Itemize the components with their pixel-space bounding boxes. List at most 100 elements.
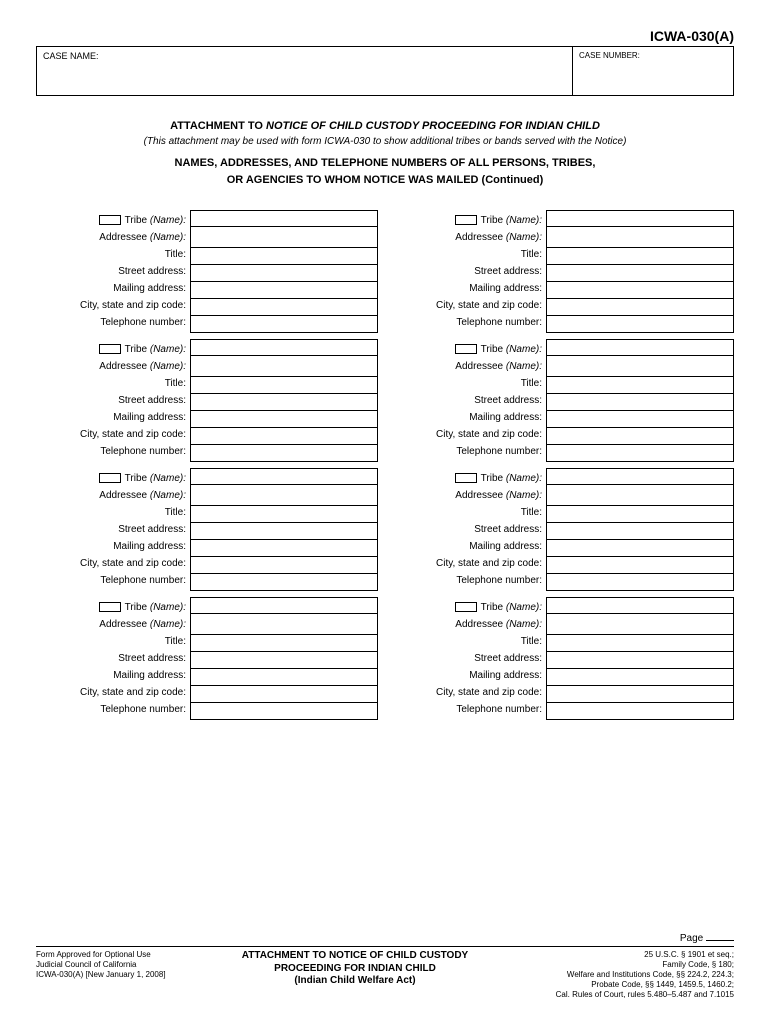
title-input[interactable] xyxy=(546,248,734,265)
tribe-checkbox[interactable] xyxy=(455,602,477,612)
tribe-label-italic: (Name): xyxy=(506,344,542,355)
street-input[interactable] xyxy=(190,652,378,669)
tribe-checkbox[interactable] xyxy=(455,473,477,483)
addressee-input[interactable] xyxy=(190,360,378,377)
mailing-label: Mailing address: xyxy=(36,409,186,426)
city-input[interactable] xyxy=(546,557,734,574)
title-label: Title: xyxy=(392,504,542,521)
telephone-input[interactable] xyxy=(190,445,378,462)
tribe-input[interactable] xyxy=(190,468,378,485)
mailing-input[interactable] xyxy=(546,669,734,686)
mailing-input[interactable] xyxy=(546,411,734,428)
telephone-input[interactable] xyxy=(546,703,734,720)
tribe-checkbox[interactable] xyxy=(99,344,121,354)
title-input[interactable] xyxy=(190,377,378,394)
telephone-input[interactable] xyxy=(546,445,734,462)
addressee-input[interactable] xyxy=(190,618,378,635)
city-input[interactable] xyxy=(190,557,378,574)
tribe-checkbox[interactable] xyxy=(99,602,121,612)
title-input[interactable] xyxy=(546,506,734,523)
mailing-input[interactable] xyxy=(190,411,378,428)
mailing-input[interactable] xyxy=(190,669,378,686)
tribe-checkbox[interactable] xyxy=(455,215,477,225)
tribe-input[interactable] xyxy=(546,210,734,227)
title-label: Title: xyxy=(392,633,542,650)
tribe-input[interactable] xyxy=(546,339,734,356)
street-input[interactable] xyxy=(190,394,378,411)
addressee-input[interactable] xyxy=(546,360,734,377)
mailing-input[interactable] xyxy=(546,282,734,299)
tribe-block: Tribe (Name): Addressee (Name): Title: S… xyxy=(392,210,734,333)
tribe-input[interactable] xyxy=(546,597,734,614)
addressee-input[interactable] xyxy=(190,489,378,506)
mailing-input[interactable] xyxy=(190,282,378,299)
page-number-blank[interactable] xyxy=(706,940,734,941)
telephone-label: Telephone number: xyxy=(392,314,542,331)
city-input[interactable] xyxy=(190,686,378,703)
addressee-label-italic: (Name): xyxy=(150,232,186,243)
telephone-input[interactable] xyxy=(190,574,378,591)
addressee-input[interactable] xyxy=(190,231,378,248)
telephone-input[interactable] xyxy=(190,316,378,333)
mailing-input[interactable] xyxy=(546,540,734,557)
tribe-input[interactable] xyxy=(190,339,378,356)
case-name-cell[interactable]: CASE NAME: xyxy=(37,47,573,95)
addressee-label: Addressee xyxy=(99,490,150,501)
street-input[interactable] xyxy=(190,265,378,282)
form-id: ICWA-030(A) xyxy=(36,28,734,44)
city-label: City, state and zip code: xyxy=(36,684,186,701)
tribes-col-left: Tribe (Name): Addressee (Name): Title: S… xyxy=(36,210,378,726)
street-input[interactable] xyxy=(546,394,734,411)
title-input[interactable] xyxy=(190,506,378,523)
city-input[interactable] xyxy=(190,299,378,316)
tribe-label-italic: (Name): xyxy=(506,473,542,484)
tribe-label: Tribe xyxy=(481,215,506,226)
tribe-checkbox[interactable] xyxy=(99,215,121,225)
mailing-label: Mailing address: xyxy=(392,280,542,297)
title-input[interactable] xyxy=(546,377,734,394)
city-label: City, state and zip code: xyxy=(36,426,186,443)
telephone-input[interactable] xyxy=(546,574,734,591)
tribe-input[interactable] xyxy=(190,210,378,227)
city-label: City, state and zip code: xyxy=(36,297,186,314)
tribe-fields xyxy=(546,210,734,333)
telephone-input[interactable] xyxy=(190,703,378,720)
tribe-fields xyxy=(546,597,734,720)
tribe-checkbox[interactable] xyxy=(99,473,121,483)
title-input[interactable] xyxy=(190,248,378,265)
city-input[interactable] xyxy=(546,686,734,703)
tribe-input[interactable] xyxy=(546,468,734,485)
addressee-input[interactable] xyxy=(546,618,734,635)
addressee-input[interactable] xyxy=(546,231,734,248)
title-input[interactable] xyxy=(190,635,378,652)
city-input[interactable] xyxy=(190,428,378,445)
tribe-block: Tribe (Name): Addressee (Name): Title: S… xyxy=(36,597,378,720)
street-input[interactable] xyxy=(546,265,734,282)
city-input[interactable] xyxy=(546,299,734,316)
street-input[interactable] xyxy=(546,523,734,540)
addressee-input[interactable] xyxy=(546,489,734,506)
title-input[interactable] xyxy=(546,635,734,652)
tribe-labels: Tribe (Name): Addressee (Name): Title: S… xyxy=(36,468,186,591)
tribes-container: Tribe (Name): Addressee (Name): Title: S… xyxy=(36,210,734,726)
tribe-fields xyxy=(546,339,734,462)
tribe-block: Tribe (Name): Addressee (Name): Title: S… xyxy=(392,468,734,591)
mailing-label: Mailing address: xyxy=(392,538,542,555)
footer-center1: ATTACHMENT TO NOTICE OF CHILD CUSTODY xyxy=(242,950,468,963)
tribe-checkbox[interactable] xyxy=(455,344,477,354)
mailing-label: Mailing address: xyxy=(392,409,542,426)
addressee-label: Addressee xyxy=(99,619,150,630)
telephone-label: Telephone number: xyxy=(392,572,542,589)
street-input[interactable] xyxy=(190,523,378,540)
footer-right5: Cal. Rules of Court, rules 5.480–5.487 a… xyxy=(514,990,734,1000)
mailing-input[interactable] xyxy=(190,540,378,557)
addressee-label-italic: (Name): xyxy=(506,490,542,501)
tribe-labels: Tribe (Name): Addressee (Name): Title: S… xyxy=(36,339,186,462)
case-number-cell[interactable]: CASE NUMBER: xyxy=(573,47,733,95)
telephone-input[interactable] xyxy=(546,316,734,333)
city-input[interactable] xyxy=(546,428,734,445)
telephone-label: Telephone number: xyxy=(392,443,542,460)
street-input[interactable] xyxy=(546,652,734,669)
footer-center: ATTACHMENT TO NOTICE OF CHILD CUSTODY PR… xyxy=(242,950,468,1000)
tribe-input[interactable] xyxy=(190,597,378,614)
